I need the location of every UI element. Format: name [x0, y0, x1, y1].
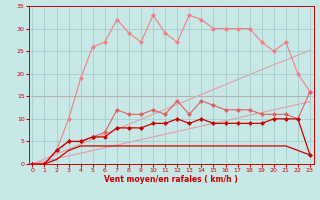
X-axis label: Vent moyen/en rafales ( km/h ): Vent moyen/en rafales ( km/h ): [104, 175, 238, 184]
